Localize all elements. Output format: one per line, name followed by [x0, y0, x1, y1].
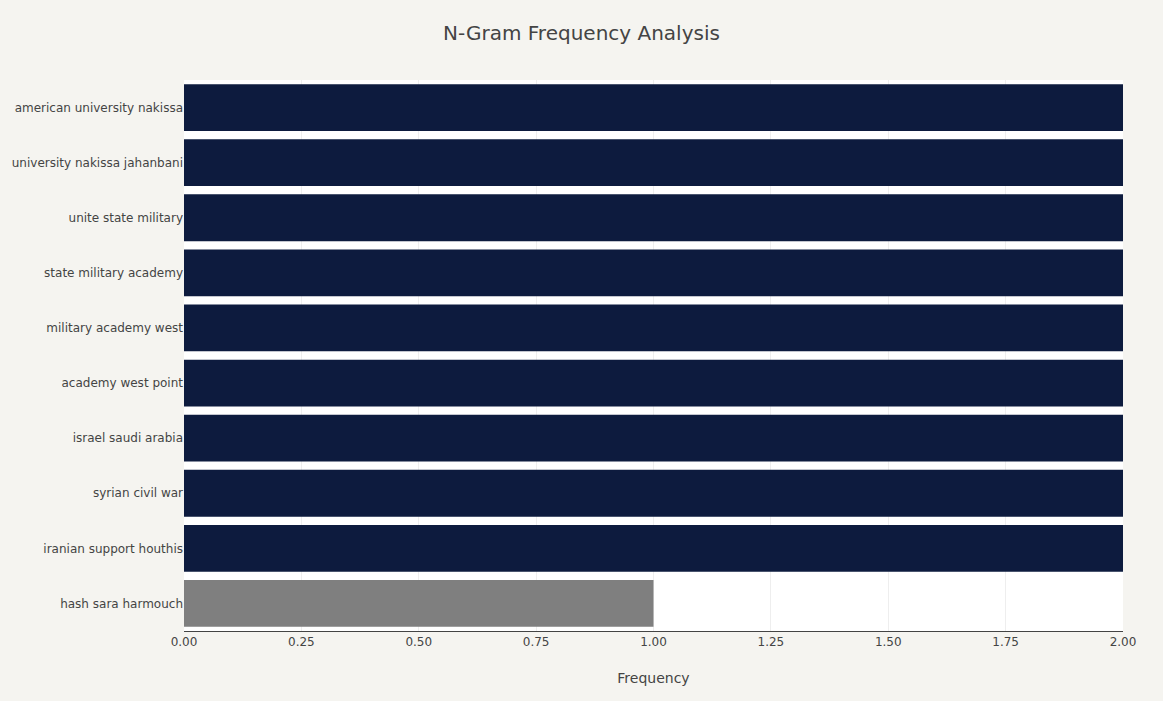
svg-text:0.50: 0.50: [405, 635, 432, 649]
svg-text:N-Gram Frequency Analysis: N-Gram Frequency Analysis: [443, 21, 720, 45]
svg-text:1.50: 1.50: [875, 635, 902, 649]
svg-text:state military academy: state military academy: [44, 266, 183, 280]
svg-text:hash sara harmouch: hash sara harmouch: [60, 597, 183, 611]
svg-text:academy west point: academy west point: [62, 376, 184, 390]
svg-text:0.25: 0.25: [288, 635, 315, 649]
svg-text:2.00: 2.00: [1110, 635, 1137, 649]
svg-text:1.75: 1.75: [992, 635, 1019, 649]
svg-text:israel saudi arabia: israel saudi arabia: [73, 431, 183, 445]
svg-text:1.25: 1.25: [758, 635, 785, 649]
svg-text:unite state military: unite state military: [69, 211, 183, 225]
svg-text:Frequency: Frequency: [617, 670, 689, 686]
svg-text:0.75: 0.75: [523, 635, 550, 649]
svg-text:0.00: 0.00: [171, 635, 198, 649]
svg-text:1.00: 1.00: [640, 635, 667, 649]
svg-text:american university nakissa: american university nakissa: [15, 101, 183, 115]
svg-text:military academy west: military academy west: [46, 321, 183, 335]
svg-text:iranian support houthis: iranian support houthis: [43, 542, 183, 556]
svg-text:syrian civil war: syrian civil war: [93, 486, 183, 500]
svg-text:university nakissa jahanbani: university nakissa jahanbani: [12, 156, 183, 170]
